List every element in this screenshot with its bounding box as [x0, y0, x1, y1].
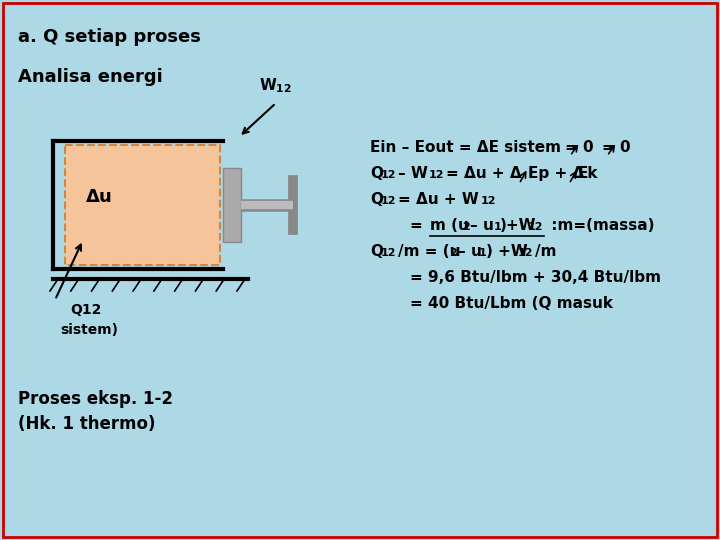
Text: 12: 12 [429, 170, 444, 180]
Text: 1: 1 [494, 222, 502, 232]
Text: 12: 12 [518, 248, 534, 258]
Text: Analisa energi: Analisa energi [18, 68, 163, 86]
Text: – W: – W [398, 166, 428, 181]
Text: – u: – u [470, 218, 494, 233]
Text: $\mathbf{W_{12}}$: $\mathbf{W_{12}}$ [259, 76, 292, 95]
Text: – u: – u [458, 244, 482, 259]
Text: a. Q setiap proses: a. Q setiap proses [18, 28, 201, 46]
Text: )+W: )+W [500, 218, 536, 233]
Text: Q12: Q12 [70, 303, 102, 317]
Text: = Δu + Δ: = Δu + Δ [446, 166, 521, 181]
Bar [65, 145, 220, 265]
Text: (Hk. 1 thermo): (Hk. 1 thermo) [18, 415, 156, 433]
Text: :m=(massa): :m=(massa) [546, 218, 654, 233]
Text: ) +W: ) +W [486, 244, 528, 259]
Text: =: = [410, 218, 428, 233]
Bar [223, 168, 241, 242]
Text: 2: 2 [462, 222, 469, 232]
Text: = 9,6 Btu/lbm + 30,4 Btu/lbm: = 9,6 Btu/lbm + 30,4 Btu/lbm [410, 270, 661, 285]
Bar [65, 145, 220, 265]
Text: = Δu + W: = Δu + W [398, 192, 479, 207]
Text: m (u: m (u [430, 218, 469, 233]
Text: 12: 12 [528, 222, 544, 232]
Text: = 0: = 0 [602, 140, 631, 155]
Text: Ek: Ek [578, 166, 598, 181]
Text: /m: /m [535, 244, 557, 259]
Text: Ein – Eout = ΔE sistem: Ein – Eout = ΔE sistem [370, 140, 561, 155]
Text: Q: Q [370, 166, 383, 181]
Text: 1: 1 [479, 248, 487, 258]
Text: sistem): sistem) [60, 323, 118, 337]
Text: /m = (u: /m = (u [398, 244, 461, 259]
Text: 12: 12 [381, 170, 397, 180]
Text: = 0: = 0 [565, 140, 593, 155]
Text: $\mathbf{\Delta u}$: $\mathbf{\Delta u}$ [85, 188, 112, 206]
Text: = 40 Btu/Lbm (Q masuk: = 40 Btu/Lbm (Q masuk [410, 296, 613, 311]
Text: 2: 2 [449, 248, 456, 258]
Text: Proses eksp. 1-2: Proses eksp. 1-2 [18, 390, 173, 408]
Text: 12: 12 [381, 248, 397, 258]
Text: Q: Q [370, 192, 383, 207]
Text: Ep + Δ: Ep + Δ [528, 166, 584, 181]
Text: 12: 12 [381, 196, 397, 206]
Text: Q: Q [370, 244, 383, 259]
Text: 12: 12 [481, 196, 497, 206]
